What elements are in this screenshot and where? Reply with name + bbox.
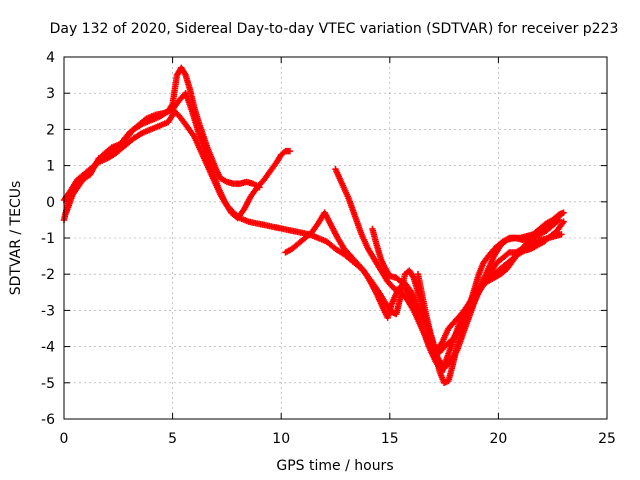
x-tick-label: 5 xyxy=(168,431,177,447)
chart-title: Day 132 of 2020, Sidereal Day-to-day VTE… xyxy=(50,21,619,37)
y-tick-label: -2 xyxy=(41,267,55,283)
plot-area-border xyxy=(63,56,608,420)
data-point xyxy=(556,216,563,224)
x-tick-label: 20 xyxy=(489,431,507,447)
data-point xyxy=(558,231,565,238)
data-point xyxy=(286,147,294,155)
y-tick-label: -5 xyxy=(41,376,55,392)
y-tick-label: -6 xyxy=(41,412,55,428)
data-point xyxy=(560,209,567,216)
y-tick-label: 3 xyxy=(46,86,55,102)
y-tick-label: 1 xyxy=(46,159,55,175)
data-point xyxy=(554,217,562,225)
y-tick-label: -1 xyxy=(41,231,55,247)
y-axis-ticks: -6 -5 -4 -3 -2 -1 0 1 2 3 4 xyxy=(41,50,607,428)
x-tick-label: 10 xyxy=(272,431,290,447)
x-tick-label: 15 xyxy=(381,431,399,447)
y-tick-label: 2 xyxy=(46,122,55,138)
data-point xyxy=(560,218,567,225)
x-axis-label: GPS time / hours xyxy=(276,458,393,474)
y-tick-label: -4 xyxy=(41,340,55,356)
y-tick-label: -3 xyxy=(41,303,55,319)
y-tick-label: 4 xyxy=(46,50,55,66)
x-tick-label: 25 xyxy=(598,431,616,447)
y-axis-label: SDTVAR / TECUs xyxy=(8,181,24,296)
data-markers xyxy=(60,64,567,386)
x-tick-label: 0 xyxy=(60,431,69,447)
y-tick-label: 0 xyxy=(46,195,55,211)
